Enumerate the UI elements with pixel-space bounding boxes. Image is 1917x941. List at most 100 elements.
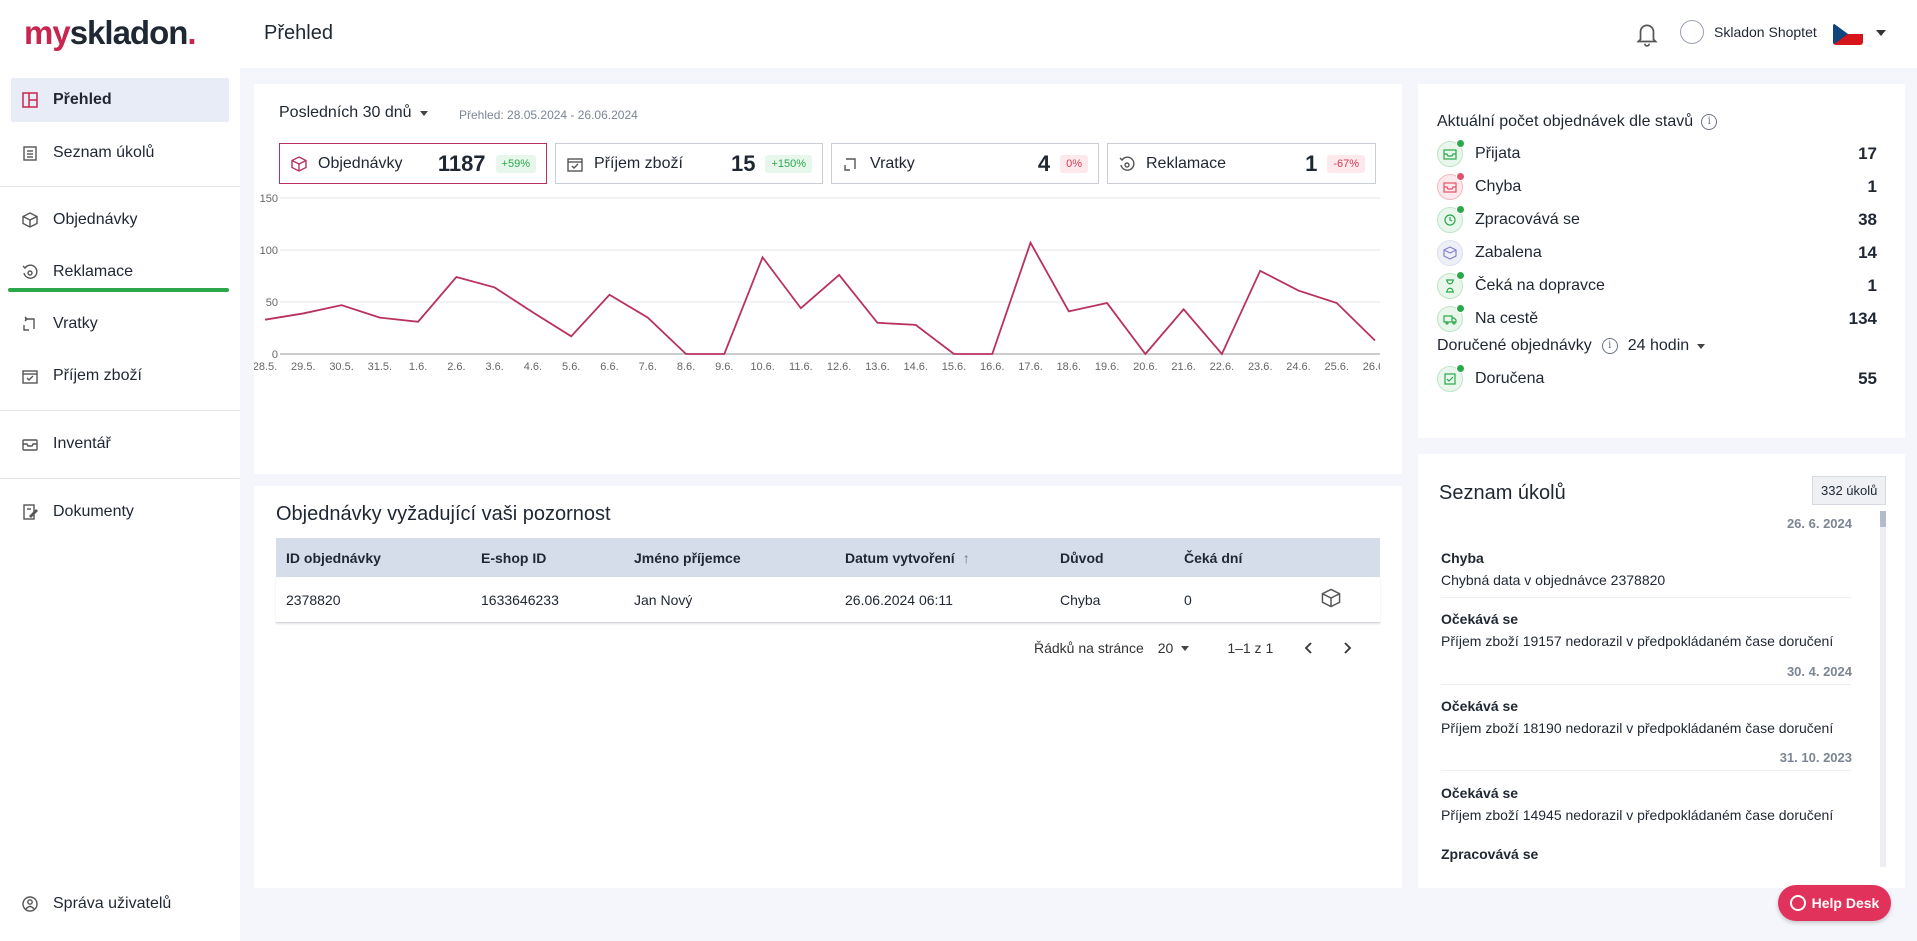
data-point[interactable] (340, 303, 344, 307)
task-text: Příjem zboží 19157 nedorazil v předpoklá… (1441, 633, 1834, 649)
data-point[interactable] (263, 318, 267, 322)
task-title: Očekává se (1441, 611, 1519, 627)
chevron-right-icon[interactable] (1339, 640, 1355, 656)
status-row-ceka-na-dopravce[interactable]: Čeká na dopravce 1 (1437, 271, 1877, 300)
column-header[interactable]: E-shop ID (481, 549, 547, 566)
logo[interactable]: myskladon. (24, 14, 197, 52)
sidebar-item-vratky[interactable]: Vratky (11, 302, 229, 346)
czech-flag-icon[interactable] (1833, 23, 1863, 45)
sidebar-item-reklamace[interactable]: Reklamace (11, 250, 229, 294)
column-header[interactable]: Čeká dní (1184, 549, 1243, 566)
help-desk-button[interactable]: Help Desk (1778, 885, 1891, 921)
sidebar-item-objednavky[interactable]: Objednávky (11, 198, 229, 242)
sidebar-item-prijem-zbozi[interactable]: Příjem zboží (11, 354, 229, 398)
column-header[interactable]: ID objednávky (286, 549, 381, 566)
clipboard-icon (23, 146, 37, 161)
sidebar-item-label: Správa uživatelů (53, 895, 172, 912)
data-point[interactable] (416, 320, 420, 324)
task-title: Očekává se (1441, 698, 1519, 714)
data-point[interactable] (952, 352, 956, 356)
data-point[interactable] (1067, 309, 1071, 313)
status-row-na-ceste[interactable]: Na cestě 134 (1437, 304, 1877, 333)
data-point[interactable] (607, 293, 611, 297)
task-item[interactable]: Chyba Chybná data v objednávce 2378820 (1441, 550, 1841, 588)
language-chevron-down-icon[interactable] (1876, 30, 1886, 36)
hourglass-status-icon (1437, 271, 1465, 299)
box-icon (291, 155, 307, 172)
user-menu[interactable]: Skladon Shoptet (1680, 20, 1817, 44)
inbox-check-icon (22, 370, 38, 384)
chevron-left-icon[interactable] (1301, 640, 1317, 656)
column-header[interactable]: Jméno příjemce (634, 549, 741, 566)
status-row-zpracovava-se[interactable]: Zpracovává se 38 (1437, 205, 1877, 234)
task-divider (1441, 770, 1851, 771)
data-point[interactable] (493, 285, 497, 289)
task-item[interactable]: Očekává se Příjem zboží 18190 nedorazil … (1441, 698, 1841, 736)
data-point[interactable] (454, 275, 458, 279)
data-point[interactable] (1373, 338, 1377, 342)
sidebar-item-inventar[interactable]: Inventář (11, 422, 229, 466)
data-point[interactable] (990, 352, 994, 356)
data-point[interactable] (569, 334, 573, 338)
status-count: 38 (1858, 210, 1877, 229)
task-list-scrollbar-thumb[interactable] (1880, 511, 1886, 527)
column-header-sorted[interactable]: Datum vytvoření ↑ (835, 550, 1050, 566)
range-select[interactable]: Posledních 30 dnů (279, 104, 428, 122)
bell-icon[interactable] (1634, 20, 1660, 48)
cell-reason: Chyba (1060, 591, 1101, 608)
status-row-chyba[interactable]: Chyba 1 (1437, 172, 1877, 201)
status-row-dorucena[interactable]: Doručena 55 (1437, 364, 1877, 393)
stat-tile-vratky[interactable]: Vratky 4 0% (831, 143, 1099, 184)
delivered-period-select[interactable]: 24 hodin (1627, 337, 1706, 355)
delivered-header: Doručené objednávky i 24 hodin (1437, 337, 1706, 355)
rows-per-page-select[interactable]: 20 (1158, 640, 1190, 656)
data-point[interactable] (1220, 352, 1224, 356)
data-point[interactable] (531, 310, 535, 314)
task-title: Chyba (1441, 550, 1484, 566)
data-point[interactable] (1296, 289, 1300, 293)
x-tick-label: 15.6. (942, 361, 966, 373)
x-tick-label: 14.6. (903, 361, 927, 373)
data-point[interactable] (875, 321, 879, 325)
data-point[interactable] (646, 316, 650, 320)
table-row[interactable]: 2378820 1633646233 Jan Nový 26.06.2024 0… (276, 577, 1380, 623)
task-list-scrollbar[interactable] (1880, 511, 1886, 867)
stat-tile-objednavky[interactable]: Objednávky 1187 +59% (279, 143, 547, 184)
column-header[interactable]: Důvod (1060, 549, 1104, 566)
data-point[interactable] (914, 323, 918, 327)
stat-tile-reklamace[interactable]: Reklamace 1 -67% (1107, 143, 1376, 184)
data-point[interactable] (761, 255, 765, 259)
info-icon[interactable]: i (1701, 114, 1718, 130)
sidebar-item-prehled[interactable]: Přehled (11, 78, 229, 122)
data-point[interactable] (1029, 241, 1033, 245)
data-point[interactable] (799, 306, 803, 310)
sidebar-item-seznam-ukolu[interactable]: Seznam úkolů (11, 131, 229, 175)
status-row-zabalena[interactable]: Zabalena 14 (1437, 239, 1877, 267)
status-row-prijata[interactable]: Přijata 17 (1437, 139, 1877, 168)
data-point[interactable] (1335, 301, 1339, 305)
task-item[interactable]: Očekává se Příjem zboží 14945 nedorazil … (1441, 785, 1841, 823)
range-select-label: Posledních 30 dnů (279, 104, 412, 121)
data-point[interactable] (1143, 352, 1147, 356)
data-point[interactable] (837, 273, 841, 277)
orders-title: Objednávky vyžadující vaši pozornost (276, 503, 611, 525)
range-text: Přehled: 28.05.2024 - 26.06.2024 (459, 108, 638, 122)
delivered-period-value: 24 hodin (1627, 337, 1690, 354)
info-icon[interactable]: i (1601, 338, 1618, 354)
status-count: 55 (1858, 369, 1877, 388)
data-point[interactable] (684, 352, 688, 356)
data-point[interactable] (301, 311, 305, 315)
data-point[interactable] (378, 316, 382, 320)
task-item[interactable]: Zpracovává se (1441, 846, 1841, 862)
data-point[interactable] (722, 352, 726, 356)
data-point[interactable] (1105, 301, 1109, 305)
data-point[interactable] (1258, 269, 1262, 273)
status-count: 1 (1867, 276, 1877, 295)
sidebar-item-sprava-uzivatelu[interactable]: Správa uživatelů (11, 882, 229, 926)
sidebar-item-dokumenty[interactable]: Dokumenty (11, 490, 229, 534)
task-item[interactable]: Očekává se Příjem zboží 19157 nedorazil … (1441, 611, 1841, 649)
data-point[interactable] (1182, 307, 1186, 311)
box-icon[interactable] (1320, 587, 1342, 609)
x-tick-label: 12.6. (827, 361, 851, 373)
stat-tile-prijem-zbozi[interactable]: Příjem zboží 15 +150% (555, 143, 823, 184)
